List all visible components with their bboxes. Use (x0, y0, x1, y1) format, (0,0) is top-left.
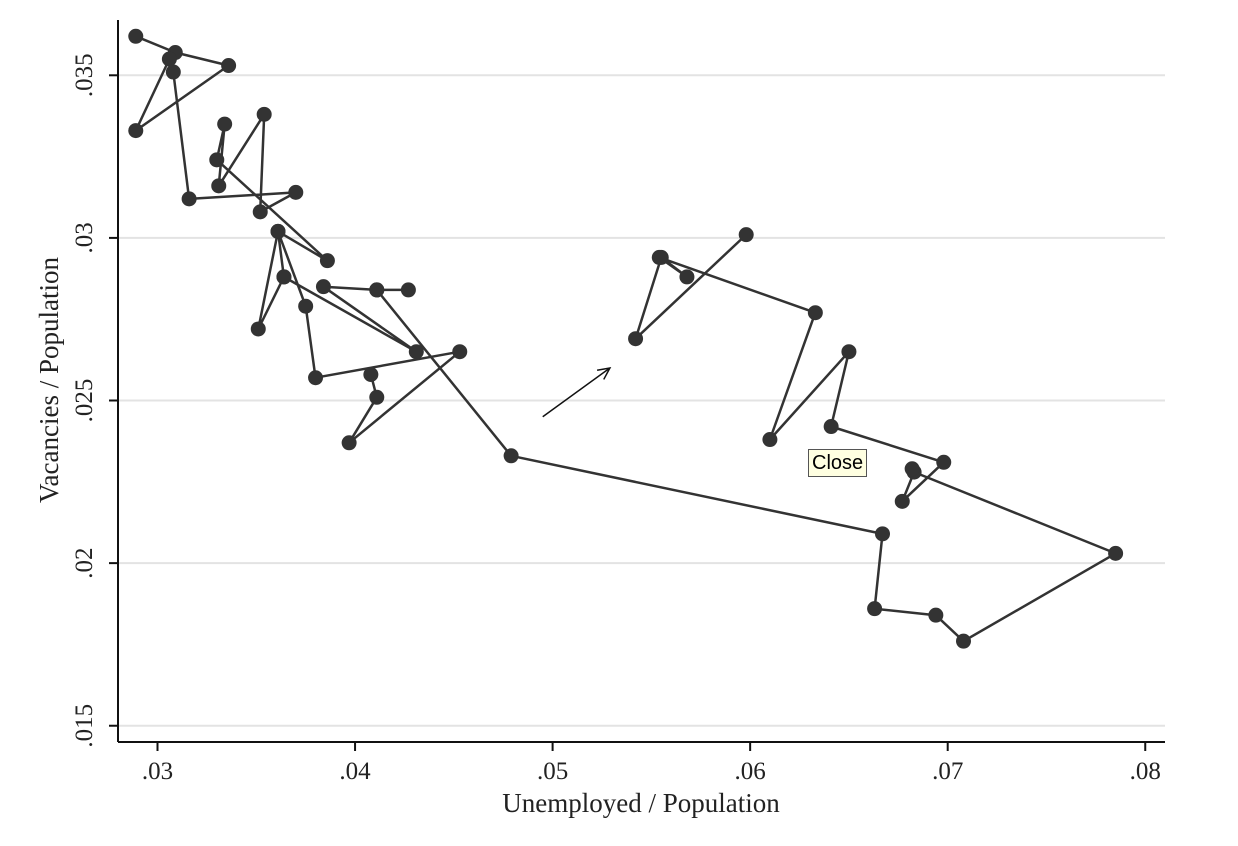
data-point-0-0-3 (128, 123, 144, 139)
data-point-0-1-3 (298, 298, 314, 314)
y-tick-label-1: .02 (71, 548, 98, 579)
x-tick-label-4: .07 (932, 758, 963, 785)
y-axis-title: Vacancies / Population (34, 257, 64, 503)
arrow-shaft (542, 367, 611, 418)
data-point-0-1-0 (276, 269, 292, 285)
y-tick-labels: .015 .02 .025 .03 .035 (71, 53, 98, 747)
annotation-arrow (542, 366, 612, 418)
data-point-0-0-20 (369, 282, 385, 298)
x-tick-label-2: .05 (537, 758, 568, 785)
data-point-0-0-37 (628, 331, 644, 347)
data-point-0-0-35 (679, 269, 695, 285)
data-point-0-1-8 (363, 366, 379, 382)
tooltip-close: Close (808, 449, 868, 477)
data-point-0-0-6 (181, 191, 197, 207)
data-point-0-0-8 (252, 204, 268, 220)
y-tick-label-3: .03 (71, 222, 98, 253)
data-point-0-1-5 (452, 344, 468, 360)
tick-marks (109, 74, 1147, 751)
data-point-0-0-28 (894, 493, 910, 509)
data-point-0-0-7 (288, 184, 304, 200)
data-point-0-0-26 (1108, 545, 1124, 561)
data-point-0-0-19 (400, 282, 416, 298)
data-point-0-0-17 (315, 279, 331, 295)
x-tick-label-1: .04 (339, 758, 371, 785)
data-point-0-1-2 (270, 223, 286, 239)
x-tick-labels: .03 .04 .05 .06 .07 .08 (142, 758, 1161, 785)
data-point-0-1-1 (250, 321, 266, 337)
data-point-0-0-23 (867, 601, 883, 617)
data-point-0-0-16 (408, 344, 424, 360)
data-point-0-0-31 (841, 344, 857, 360)
data-point-0-0-11 (217, 116, 233, 132)
y-tick-label-0: .015 (71, 704, 98, 748)
x-tick-label-5: .08 (1130, 758, 1161, 785)
gridlines (118, 74, 1165, 727)
data-point-0-0-36 (653, 249, 669, 265)
data-point-0-1-6 (341, 435, 357, 451)
data-point-0-0-38 (738, 227, 754, 243)
data-point-0-0-29 (936, 454, 952, 470)
data-point-0-2-0 (904, 461, 920, 477)
data-point-0-0-4 (161, 51, 177, 67)
y-tick-label-2: .025 (71, 379, 98, 423)
data-point-0-0-5 (165, 64, 181, 80)
x-tick-label-3: .06 (735, 758, 766, 785)
axes (117, 20, 1165, 743)
data-point-0-0-32 (762, 432, 778, 448)
y-tick-label-4: .035 (71, 53, 98, 97)
data-point-0-0-33 (807, 305, 823, 321)
series-lines (134, 35, 1117, 643)
data-point-0-0-0 (128, 28, 144, 44)
data-point-0-0-12 (209, 152, 225, 168)
data-point-0-0-2 (221, 58, 237, 74)
data-point-0-1-7 (369, 389, 385, 405)
data-point-0-0-22 (875, 526, 891, 542)
data-point-0-0-9 (256, 106, 272, 122)
data-point-0-0-21 (503, 448, 519, 464)
data-point-0-0-10 (211, 178, 227, 194)
data-point-0-0-13 (319, 253, 335, 269)
data-point-0-0-30 (823, 419, 839, 435)
arrow-head (596, 366, 612, 380)
series-line-0-1 (257, 230, 462, 445)
data-point-0-1-4 (308, 370, 324, 386)
x-tick-label-0: .03 (142, 758, 173, 785)
series-line-0-0 (134, 35, 1117, 643)
x-axis-title: Unemployed / Population (502, 788, 780, 818)
data-point-0-0-24 (928, 607, 944, 623)
series-points (128, 28, 1124, 649)
data-point-0-0-25 (956, 633, 972, 649)
